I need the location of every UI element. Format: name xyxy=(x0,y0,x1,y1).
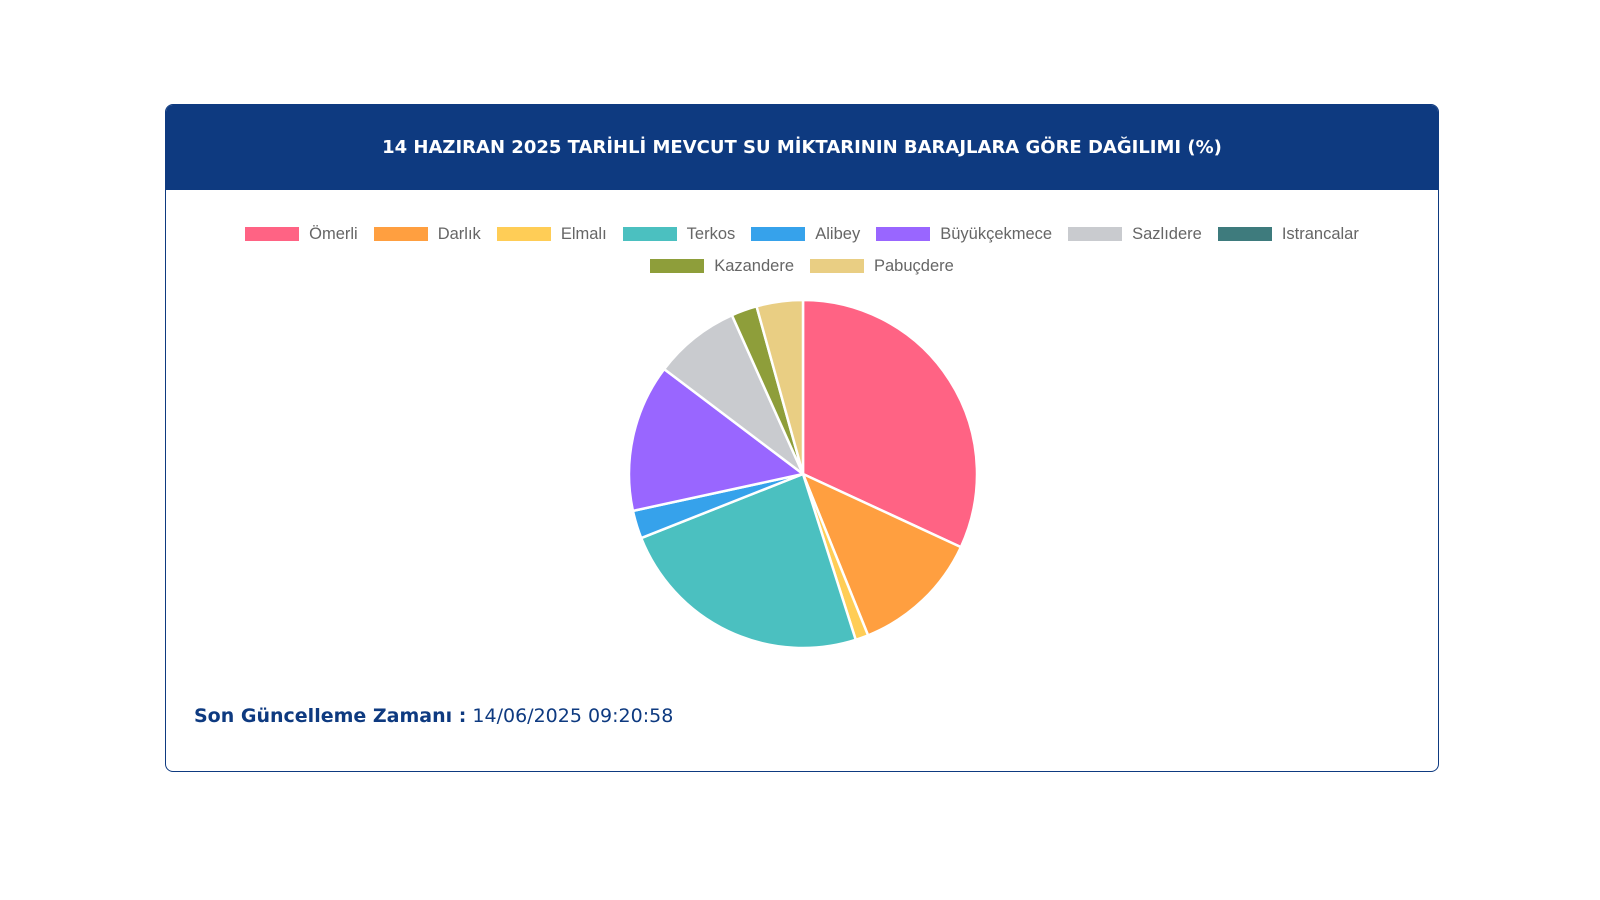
legend-label: Sazlıdere xyxy=(1132,224,1202,243)
legend-label: Terkos xyxy=(686,224,736,243)
legend-item[interactable]: Elmalı xyxy=(496,223,607,245)
legend-label: Pabuçdere xyxy=(874,256,954,275)
legend-label: Ömerli xyxy=(309,224,358,243)
chart-title: 14 HAZIRAN 2025 TARİHLİ MEVCUT SU MİKTAR… xyxy=(382,137,1222,158)
legend-swatch xyxy=(373,227,428,241)
card-header: 14 HAZIRAN 2025 TARİHLİ MEVCUT SU MİKTAR… xyxy=(166,105,1438,190)
chart-card: 14 HAZIRAN 2025 TARİHLİ MEVCUT SU MİKTAR… xyxy=(165,104,1439,772)
legend-swatch xyxy=(1068,227,1123,241)
legend-item[interactable]: Kazandere xyxy=(650,255,794,277)
legend-swatch xyxy=(245,227,300,241)
legend-item[interactable]: Sazlıdere xyxy=(1068,223,1202,245)
legend-label: Kazandere xyxy=(714,256,794,275)
legend-label: Elmalı xyxy=(560,224,607,243)
legend-item[interactable]: Ömerli xyxy=(245,223,358,245)
legend-swatch xyxy=(622,227,677,241)
last-update-value: 14/06/2025 09:20:58 xyxy=(472,705,674,727)
legend-item[interactable]: Darlık xyxy=(373,223,481,245)
pie-slice-darlık[interactable] xyxy=(801,472,963,637)
pie-chart xyxy=(627,298,979,650)
legend-item[interactable]: Terkos xyxy=(622,223,736,245)
legend-item[interactable]: Pabuçdere xyxy=(810,255,954,277)
legend-swatch xyxy=(496,227,551,241)
legend-label: Alibey xyxy=(815,224,861,243)
pie-slice-pabuçdere[interactable] xyxy=(755,298,805,476)
legend-label: Büyükçekmece xyxy=(940,224,1053,243)
legend-label: Darlık xyxy=(437,224,481,243)
legend-label: Istrancalar xyxy=(1281,224,1359,243)
legend-swatch xyxy=(1217,227,1272,241)
last-update-label: Son Güncelleme Zamanı : xyxy=(194,705,467,727)
legend-swatch xyxy=(876,227,931,241)
legend-swatch xyxy=(810,259,864,273)
legend-item[interactable]: Alibey xyxy=(751,223,860,245)
legend-swatch xyxy=(650,259,705,273)
legend-swatch xyxy=(751,227,806,241)
pie-slice-büyükçekmece[interactable] xyxy=(627,367,805,513)
chart-legend: Ömerli Darlık Elmalı Terkos Alibey Büyükçekme… xyxy=(206,223,1398,277)
legend-item[interactable]: Büyükçekmece xyxy=(876,223,1052,245)
pie-slice-ömerli[interactable] xyxy=(801,298,979,549)
last-update: Son Güncelleme Zamanı : 14/06/2025 09:20… xyxy=(194,705,673,727)
legend-item[interactable]: Istrancalar xyxy=(1217,223,1359,245)
